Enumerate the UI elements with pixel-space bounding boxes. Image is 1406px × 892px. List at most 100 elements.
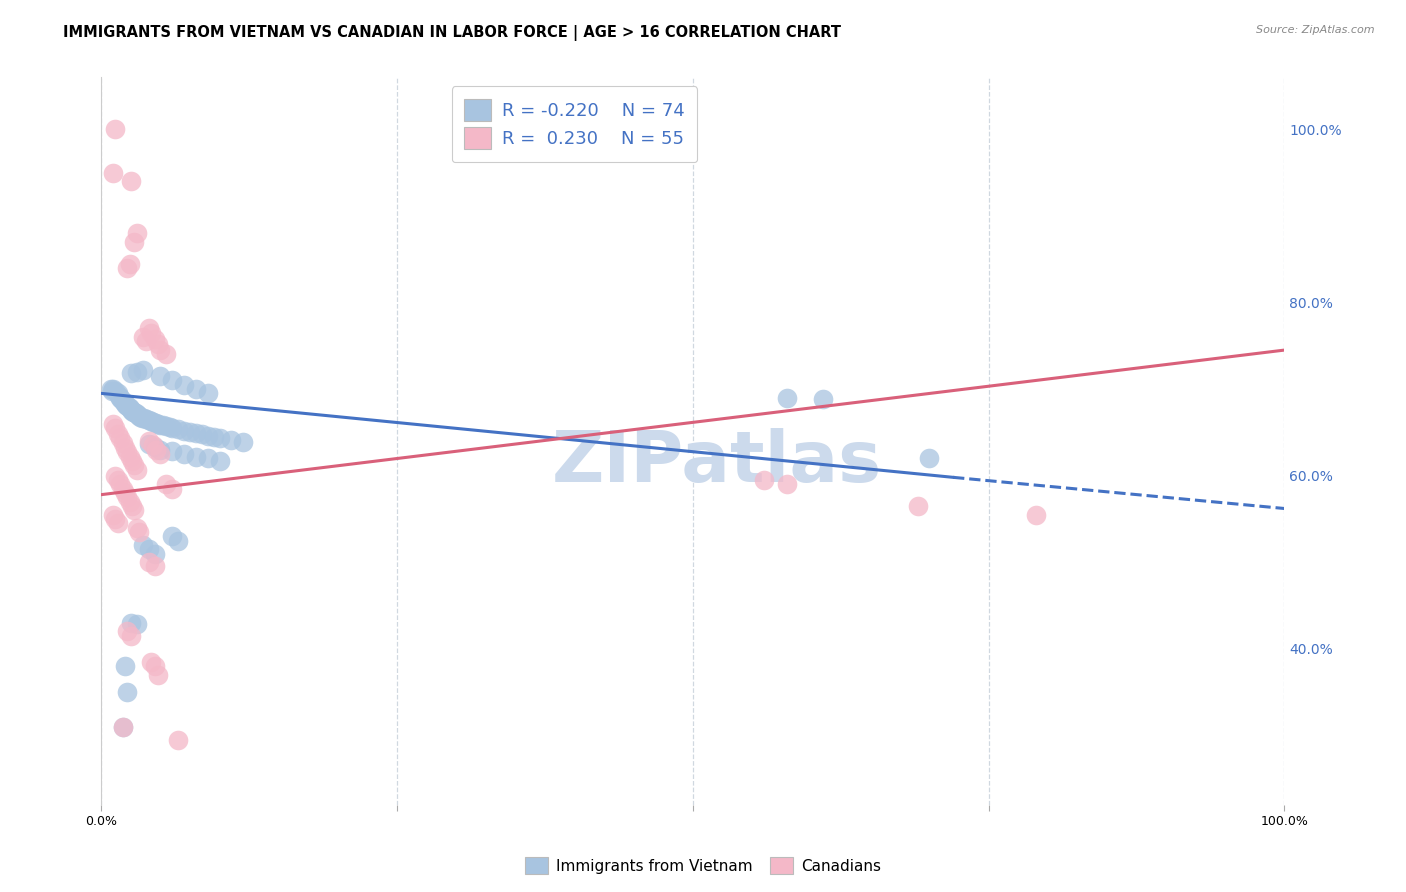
Point xyxy=(124,406,146,420)
Point xyxy=(120,615,142,630)
Point xyxy=(101,417,124,431)
Point xyxy=(146,337,169,351)
Point xyxy=(101,382,124,396)
Point xyxy=(111,720,134,734)
Point xyxy=(197,451,219,466)
Point xyxy=(131,363,153,377)
Point xyxy=(143,659,166,673)
Point xyxy=(776,391,799,405)
Point xyxy=(173,447,195,461)
Point xyxy=(184,426,207,441)
Point xyxy=(184,450,207,464)
Point xyxy=(811,392,834,407)
Point xyxy=(129,409,152,424)
Point xyxy=(139,414,162,428)
Point xyxy=(131,538,153,552)
Point xyxy=(125,617,148,632)
Point xyxy=(167,732,190,747)
Point xyxy=(117,401,139,415)
Point xyxy=(101,384,124,398)
Point xyxy=(131,410,153,425)
Point xyxy=(110,431,132,445)
Point xyxy=(107,516,129,531)
Point xyxy=(162,373,184,387)
Point xyxy=(197,386,219,401)
Point xyxy=(138,434,160,448)
Point xyxy=(104,384,127,398)
Point xyxy=(112,395,135,409)
Point xyxy=(110,391,132,405)
Point xyxy=(111,394,134,409)
Point xyxy=(120,174,142,188)
Legend: Immigrants from Vietnam, Canadians: Immigrants from Vietnam, Canadians xyxy=(519,851,887,880)
Point xyxy=(208,454,231,468)
Point xyxy=(120,629,142,643)
Point xyxy=(104,421,127,435)
Point xyxy=(125,407,148,421)
Point xyxy=(100,382,122,396)
Point xyxy=(149,343,172,357)
Point xyxy=(139,655,162,669)
Point xyxy=(111,482,134,496)
Point xyxy=(117,445,139,459)
Point xyxy=(918,451,941,466)
Point xyxy=(118,256,141,270)
Point xyxy=(114,441,136,455)
Legend: R = -0.220    N = 74, R =  0.230    N = 55: R = -0.220 N = 74, R = 0.230 N = 55 xyxy=(451,87,697,162)
Point xyxy=(155,419,177,434)
Point xyxy=(143,332,166,346)
Point xyxy=(135,334,157,349)
Point xyxy=(104,512,127,526)
Point xyxy=(121,403,143,417)
Point xyxy=(159,420,181,434)
Point xyxy=(138,555,160,569)
Point xyxy=(101,508,124,522)
Point xyxy=(173,377,195,392)
Point xyxy=(107,473,129,487)
Point xyxy=(162,529,184,543)
Point xyxy=(121,499,143,513)
Point xyxy=(138,437,160,451)
Point xyxy=(191,427,214,442)
Point xyxy=(907,499,929,513)
Text: ZIPatlas: ZIPatlas xyxy=(551,428,882,498)
Point xyxy=(145,416,167,430)
Point xyxy=(1025,508,1047,522)
Point xyxy=(111,435,134,450)
Point xyxy=(118,450,141,464)
Point xyxy=(135,412,157,426)
Point xyxy=(115,398,138,412)
Point xyxy=(114,397,136,411)
Point xyxy=(162,482,184,496)
Point xyxy=(110,392,132,407)
Point xyxy=(117,260,139,275)
Text: IMMIGRANTS FROM VIETNAM VS CANADIAN IN LABOR FORCE | AGE > 16 CORRELATION CHART: IMMIGRANTS FROM VIETNAM VS CANADIAN IN L… xyxy=(63,25,841,41)
Point xyxy=(146,417,169,431)
Point xyxy=(145,442,167,457)
Point xyxy=(114,486,136,500)
Point xyxy=(120,367,142,381)
Point xyxy=(117,490,139,504)
Point xyxy=(162,444,184,458)
Point xyxy=(125,365,148,379)
Point xyxy=(127,408,149,422)
Point xyxy=(149,447,172,461)
Point xyxy=(167,533,190,548)
Point xyxy=(117,624,139,639)
Point xyxy=(124,503,146,517)
Point xyxy=(132,411,155,425)
Point xyxy=(142,438,165,452)
Point xyxy=(124,405,146,419)
Point xyxy=(117,400,139,414)
Point xyxy=(149,369,172,384)
Point xyxy=(111,720,134,734)
Point xyxy=(117,685,139,699)
Point xyxy=(232,434,254,449)
Point xyxy=(208,431,231,445)
Point xyxy=(149,417,172,432)
Point xyxy=(155,347,177,361)
Point xyxy=(101,166,124,180)
Point xyxy=(142,415,165,429)
Point xyxy=(121,454,143,468)
Point xyxy=(107,386,129,401)
